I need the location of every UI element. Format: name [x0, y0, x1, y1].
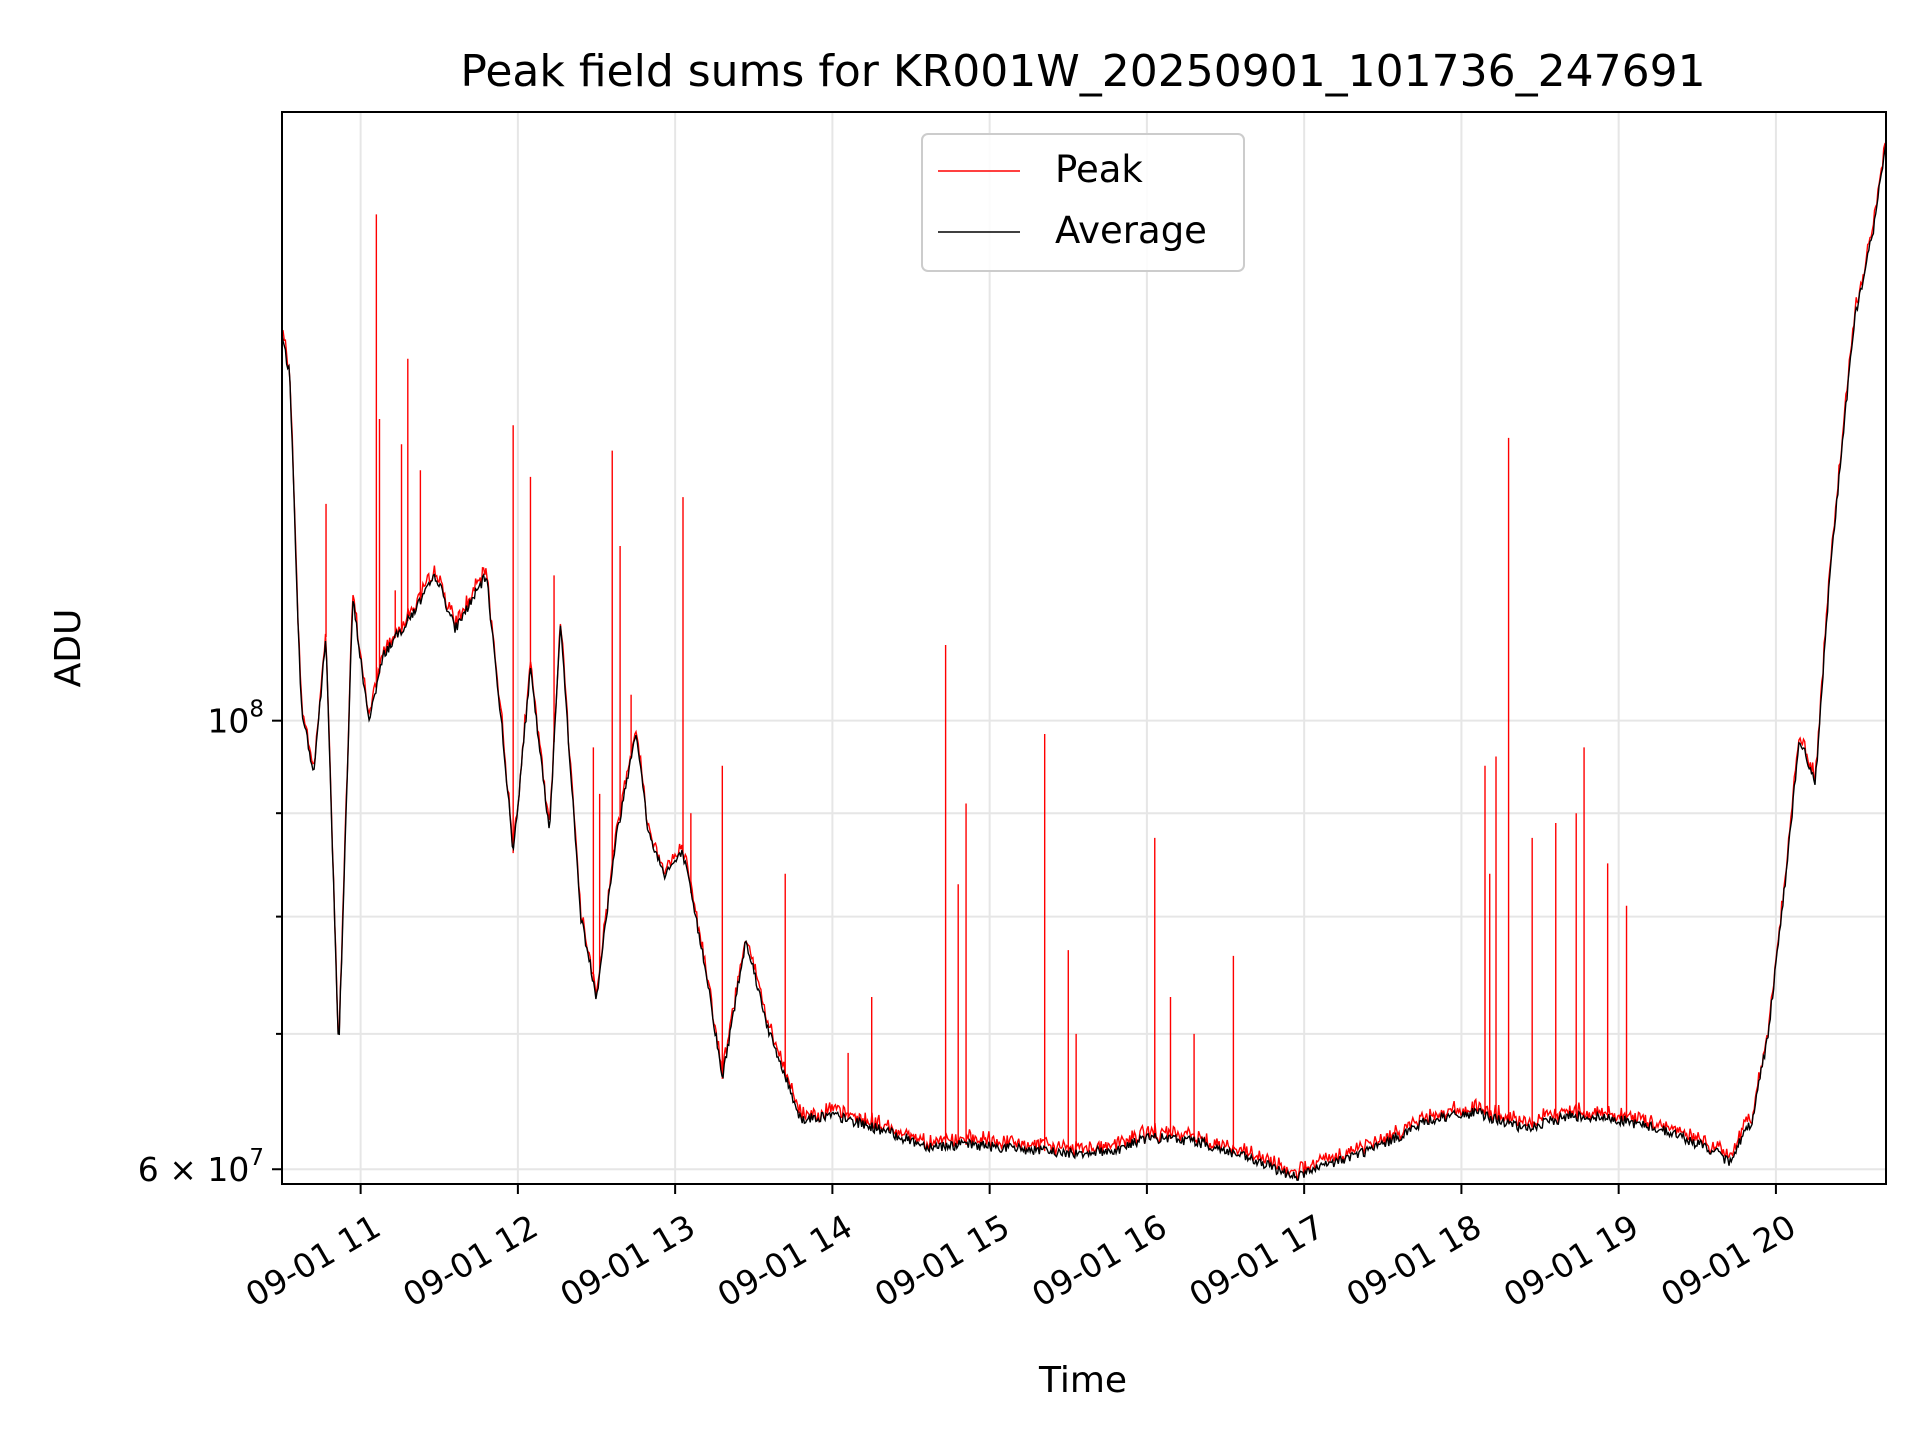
y-tick-label-base: 10	[207, 702, 249, 741]
y-tick-label: 108	[207, 697, 264, 741]
x-axis-label: Time	[1038, 1360, 1127, 1401]
plot-data	[281, 141, 1887, 1181]
grid-lines	[282, 112, 1886, 1184]
legend-label-peak: Peak	[1055, 148, 1143, 191]
legend: Peak Average	[921, 133, 1245, 272]
plot-frame	[281, 111, 1887, 1185]
y-tick-label: 6 × 107	[138, 1145, 264, 1189]
y-tick-label-exponent: 7	[249, 1145, 264, 1171]
average-series-line	[281, 143, 1887, 1181]
y-tick-label-exponent: 8	[249, 697, 264, 723]
legend-label-average: Average	[1055, 209, 1207, 252]
chart-title: Peak field sums for KR001W_20250901_1017…	[460, 46, 1705, 97]
y-axis-label: ADU	[48, 609, 89, 688]
y-tick-label-base: 6 × 10	[138, 1150, 250, 1189]
peak-series-line	[281, 141, 1887, 1181]
legend-box	[921, 133, 1245, 272]
